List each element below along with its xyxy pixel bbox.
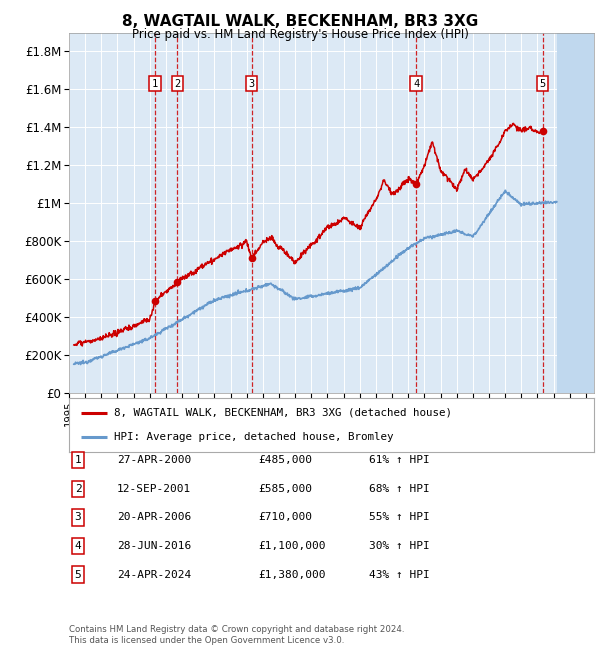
Text: 2: 2 <box>174 79 181 89</box>
Text: 8, WAGTAIL WALK, BECKENHAM, BR3 3XG (detached house): 8, WAGTAIL WALK, BECKENHAM, BR3 3XG (det… <box>113 408 452 418</box>
Text: 8, WAGTAIL WALK, BECKENHAM, BR3 3XG: 8, WAGTAIL WALK, BECKENHAM, BR3 3XG <box>122 14 478 29</box>
Text: 1: 1 <box>152 79 158 89</box>
Text: £710,000: £710,000 <box>258 512 312 523</box>
Text: 5: 5 <box>539 79 546 89</box>
Text: 1: 1 <box>74 455 82 465</box>
Text: 43% ↑ HPI: 43% ↑ HPI <box>369 569 430 580</box>
Text: £485,000: £485,000 <box>258 455 312 465</box>
Text: £1,100,000: £1,100,000 <box>258 541 325 551</box>
Text: Contains HM Land Registry data © Crown copyright and database right 2024.
This d: Contains HM Land Registry data © Crown c… <box>69 625 404 645</box>
Bar <box>557 32 594 393</box>
Text: 4: 4 <box>74 541 82 551</box>
Text: 30% ↑ HPI: 30% ↑ HPI <box>369 541 430 551</box>
Text: 55% ↑ HPI: 55% ↑ HPI <box>369 512 430 523</box>
Text: 28-JUN-2016: 28-JUN-2016 <box>117 541 191 551</box>
Text: 4: 4 <box>413 79 419 89</box>
Text: 3: 3 <box>248 79 254 89</box>
Text: 3: 3 <box>74 512 82 523</box>
Text: 12-SEP-2001: 12-SEP-2001 <box>117 484 191 494</box>
Text: 5: 5 <box>74 569 82 580</box>
Text: £585,000: £585,000 <box>258 484 312 494</box>
Text: 68% ↑ HPI: 68% ↑ HPI <box>369 484 430 494</box>
Text: £1,380,000: £1,380,000 <box>258 569 325 580</box>
Text: 24-APR-2024: 24-APR-2024 <box>117 569 191 580</box>
Text: Price paid vs. HM Land Registry's House Price Index (HPI): Price paid vs. HM Land Registry's House … <box>131 28 469 41</box>
Text: 61% ↑ HPI: 61% ↑ HPI <box>369 455 430 465</box>
Text: HPI: Average price, detached house, Bromley: HPI: Average price, detached house, Brom… <box>113 432 393 443</box>
Text: 20-APR-2006: 20-APR-2006 <box>117 512 191 523</box>
Text: 27-APR-2000: 27-APR-2000 <box>117 455 191 465</box>
Text: 2: 2 <box>74 484 82 494</box>
